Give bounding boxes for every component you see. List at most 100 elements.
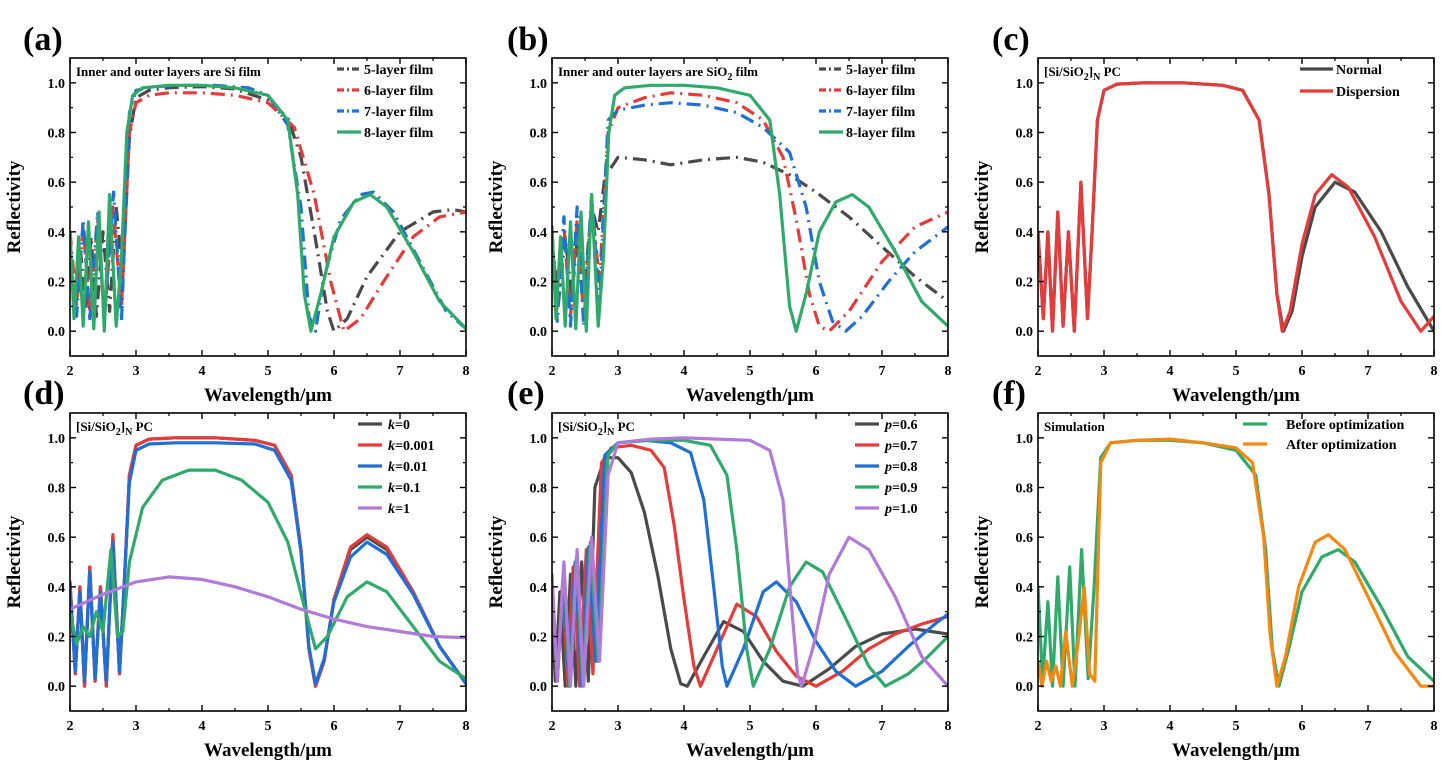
y-tick-label: 0.0 <box>48 680 66 695</box>
legend-label: p=0.9 <box>884 481 917 496</box>
x-tick-label: 7 <box>397 364 404 379</box>
panel-label: (f) <box>992 375 1026 412</box>
y-tick-label: 0.6 <box>1016 176 1034 191</box>
y-tick-label: 0.4 <box>48 226 66 241</box>
series-line-5 <box>552 436 948 688</box>
x-tick-label: 3 <box>133 719 140 734</box>
x-tick-label: 3 <box>1101 719 1108 734</box>
y-tick-label: 0.4 <box>530 226 548 241</box>
x-tick-label: 4 <box>199 364 206 379</box>
series-line-2 <box>552 91 948 333</box>
x-tick-label: 4 <box>1167 364 1174 379</box>
y-axis-label: Reflectivity <box>486 515 507 608</box>
y-axis-label: Reflectivity <box>486 160 507 253</box>
y-tick-label: 0.6 <box>1016 531 1034 546</box>
x-tick-label: 2 <box>1035 719 1042 734</box>
y-axis-label: Reflectivity <box>972 515 993 608</box>
x-tick-label: 2 <box>549 719 556 734</box>
x-tick-label: 5 <box>265 719 272 734</box>
y-tick-label: 1.0 <box>1016 77 1034 92</box>
x-tick-label: 7 <box>397 719 404 734</box>
series-line-4 <box>552 438 948 688</box>
y-tick-label: 0.4 <box>1016 226 1034 241</box>
x-axis-label: Wavelength/μm <box>1172 740 1300 761</box>
series-line-3 <box>70 441 466 686</box>
y-tick-label: 0.2 <box>530 631 548 646</box>
x-tick-label: 5 <box>1233 364 1240 379</box>
panel-a: (a) 2 3 4 5 6 7 8 0.0 0.2 0.4 0.6 0.8 1.0 Wavelength/μ… <box>4 21 470 406</box>
y-tick-label: 0.2 <box>1016 276 1034 291</box>
legend-label: 5-layer film <box>846 63 916 78</box>
y-tick-label: 0.2 <box>48 276 66 291</box>
x-tick-label: 2 <box>67 364 74 379</box>
y-tick-label: 1.0 <box>530 432 548 447</box>
x-tick-label: 2 <box>67 719 74 734</box>
series-line-5 <box>70 575 466 640</box>
x-tick-label: 5 <box>747 364 754 379</box>
x-tick-label: 7 <box>879 364 886 379</box>
legend-label: 5-layer film <box>364 63 434 78</box>
y-tick-label: 0.8 <box>530 482 548 497</box>
y-axis-label: Reflectivity <box>4 515 25 608</box>
x-tick-label: 5 <box>747 719 754 734</box>
x-tick-label: 8 <box>463 364 470 379</box>
x-axis-label: Wavelength/μm <box>1172 385 1300 406</box>
y-tick-label: 0.8 <box>1016 482 1034 497</box>
x-tick-label: 8 <box>463 719 470 734</box>
x-tick-label: 4 <box>199 719 206 734</box>
legend-label: p=0.7 <box>884 439 917 454</box>
y-tick-label: 0.2 <box>1016 631 1034 646</box>
panel-f: (f) 2 3 4 5 6 7 8 0.0 0.2 0.4 0.6 0.8 1.0 Wavelength/μ… <box>972 375 1438 761</box>
y-tick-label: 0.8 <box>1016 127 1034 142</box>
panel-c: (c) 2 3 4 5 6 7 8 0.0 0.2 0.4 0.6 0.8 1.0 Wavelength/μ… <box>972 21 1438 406</box>
y-tick-label: 0.4 <box>48 581 66 596</box>
y-axis-label: Reflectivity <box>972 160 993 253</box>
legend-label: k=0.01 <box>388 460 427 475</box>
x-tick-label: 6 <box>1299 364 1306 379</box>
y-tick-label: 0.0 <box>48 325 66 340</box>
axes-frame <box>551 57 949 357</box>
x-axis-label: Wavelength/μm <box>204 740 332 761</box>
annotation: [Si/SiO2]N PC <box>1044 64 1121 83</box>
y-axis-label: Reflectivity <box>4 160 25 253</box>
panel-d: (d) 2 3 4 5 6 7 8 0.0 0.2 0.4 0.6 0.8 1.0 Wavelength/μ… <box>4 375 470 761</box>
annotation: Inner and outer layers are Si film <box>76 64 261 79</box>
y-tick-label: 0.8 <box>530 127 548 142</box>
y-tick-label: 0.2 <box>48 631 66 646</box>
panel-label: (b) <box>507 21 549 58</box>
series-line-3 <box>552 438 948 688</box>
panel-label: (a) <box>23 21 63 58</box>
legend-label: p=1.0 <box>884 502 917 517</box>
y-tick-label: 0.4 <box>1016 581 1034 596</box>
x-tick-label: 6 <box>331 364 338 379</box>
legend-label: Dispersion <box>1336 85 1400 100</box>
legend-label: k=0.001 <box>388 439 434 454</box>
x-tick-label: 2 <box>549 364 556 379</box>
x-tick-label: 3 <box>615 719 622 734</box>
x-axis-label: Wavelength/μm <box>686 385 814 406</box>
x-tick-label: 7 <box>1365 719 1372 734</box>
y-tick-label: 0.6 <box>48 176 66 191</box>
series-line-4 <box>70 468 466 681</box>
y-tick-label: 0.6 <box>530 531 548 546</box>
y-tick-label: 1.0 <box>48 432 66 447</box>
legend-label: After optimization <box>1286 438 1397 453</box>
y-tick-label: 1.0 <box>530 77 548 92</box>
legend-label: 8-layer film <box>364 126 434 141</box>
x-tick-label: 5 <box>1233 719 1240 734</box>
x-tick-label: 8 <box>1431 364 1438 379</box>
x-tick-label: 3 <box>133 364 140 379</box>
annotation: Simulation <box>1044 419 1105 434</box>
legend-label: 6-layer film <box>846 84 916 99</box>
legend-label: Normal <box>1336 63 1382 78</box>
legend-label: Before optimization <box>1286 418 1405 433</box>
x-tick-label: 8 <box>1431 719 1438 734</box>
x-tick-label: 7 <box>1365 364 1372 379</box>
legend-label: 7-layer film <box>364 105 434 120</box>
y-tick-label: 0.2 <box>530 276 548 291</box>
x-tick-label: 4 <box>1167 719 1174 734</box>
y-tick-label: 0.0 <box>1016 325 1034 340</box>
panel-label: (e) <box>507 375 545 412</box>
series-line-3 <box>552 101 948 333</box>
series-line-2 <box>1038 81 1434 333</box>
